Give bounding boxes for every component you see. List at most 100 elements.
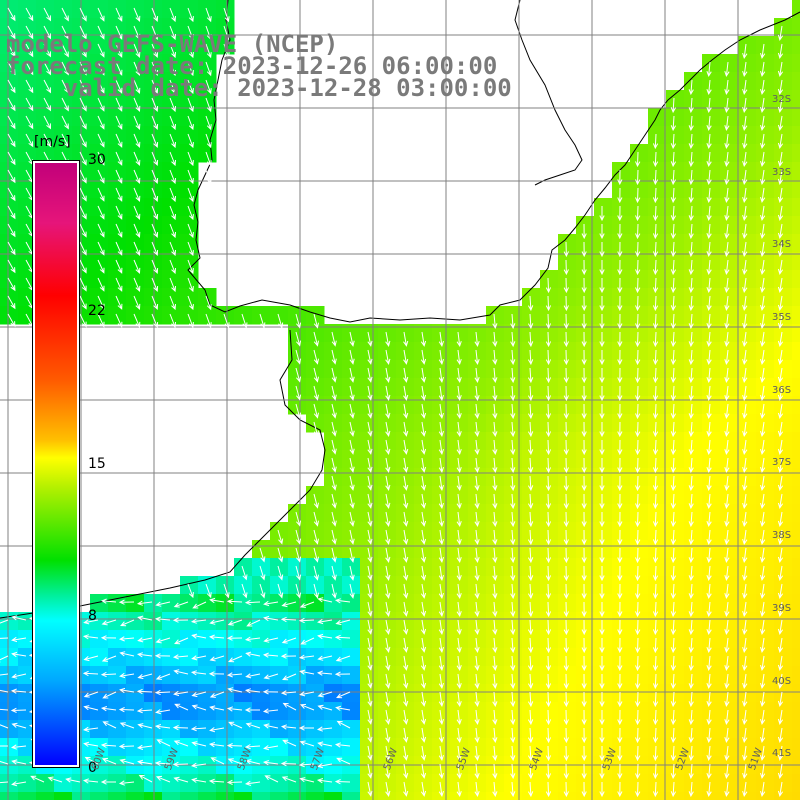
wind-arrow xyxy=(760,565,766,582)
wind-arrow xyxy=(61,115,69,130)
wind-speed-cell xyxy=(630,414,649,433)
wind-arrow xyxy=(688,313,694,330)
wind-arrow xyxy=(25,115,34,130)
wind-arrow xyxy=(205,7,212,23)
wind-arrow xyxy=(0,637,9,639)
wind-speed-cell xyxy=(162,180,181,199)
wind-arrow xyxy=(527,763,534,780)
wind-arrow xyxy=(635,727,641,744)
wind-speed-cell xyxy=(630,180,649,199)
wind-speed-cell xyxy=(666,108,685,127)
wind-speed-cell xyxy=(774,594,793,613)
wind-arrow xyxy=(706,439,712,456)
wind-speed-cell xyxy=(648,504,667,523)
wind-arrow xyxy=(742,475,748,492)
wind-arrow xyxy=(652,673,659,690)
wind-arrow xyxy=(277,565,284,581)
wind-speed-cell xyxy=(666,612,685,631)
wind-speed-cell xyxy=(738,540,757,559)
wind-speed-cell xyxy=(684,162,703,181)
wind-arrow xyxy=(209,597,225,604)
wind-arrow xyxy=(688,97,694,114)
wind-speed-cell xyxy=(594,486,613,505)
wind-speed-cell xyxy=(720,54,739,73)
wind-arrow xyxy=(670,781,677,798)
wind-speed-cell xyxy=(144,792,163,800)
wind-arrow xyxy=(223,43,230,59)
wind-speed-cell xyxy=(468,630,487,649)
wind-speed-cell xyxy=(558,720,577,739)
wind-arrow xyxy=(205,313,212,329)
wind-speed-cell xyxy=(342,738,361,757)
wind-speed-cell xyxy=(792,432,800,451)
wind-arrow xyxy=(599,476,605,492)
wind-arrow xyxy=(133,115,141,130)
wind-arrow xyxy=(563,583,569,600)
wind-speed-cell xyxy=(0,738,19,757)
wind-speed-cell xyxy=(684,576,703,595)
wind-speed-cell xyxy=(594,378,613,397)
wind-speed-cell xyxy=(450,342,469,361)
wind-speed-cell xyxy=(270,702,289,721)
wind-arrow xyxy=(652,511,659,528)
wind-arrow xyxy=(617,205,623,222)
wind-speed-cell xyxy=(540,792,559,800)
wind-arrow xyxy=(208,634,225,640)
wind-arrow xyxy=(492,385,498,402)
wind-speed-cell xyxy=(108,666,127,685)
wind-arrow xyxy=(742,187,748,204)
wind-speed-cell xyxy=(594,234,613,253)
wind-speed-cell xyxy=(324,792,343,800)
wind-arrow xyxy=(724,133,730,150)
wind-arrow xyxy=(760,259,766,276)
wind-arrow xyxy=(25,133,34,148)
wind-arrow xyxy=(403,619,409,635)
wind-arrow xyxy=(617,385,623,402)
wind-arrow xyxy=(760,655,766,672)
wind-arrow xyxy=(334,671,351,677)
wind-arrow xyxy=(281,776,297,783)
wind-arrow xyxy=(334,779,351,785)
wind-speed-cell xyxy=(522,612,541,631)
wind-arrow xyxy=(545,457,552,474)
wind-speed-cell xyxy=(666,774,685,793)
wind-speed-cell xyxy=(378,702,397,721)
wind-speed-cell xyxy=(306,648,325,667)
wind-arrow xyxy=(187,277,194,293)
wind-speed-cell xyxy=(702,468,721,487)
wind-arrow xyxy=(742,493,748,510)
wind-arrow xyxy=(670,331,677,348)
wind-speed-cell xyxy=(162,18,181,37)
wind-speed-cell xyxy=(450,576,469,595)
wind-speed-cell xyxy=(288,594,307,613)
wind-speed-cell xyxy=(792,270,800,289)
wind-arrow xyxy=(385,655,391,671)
wind-speed-cell xyxy=(720,666,739,685)
wind-speed-cell xyxy=(720,306,739,325)
wind-arrow xyxy=(742,79,748,96)
wind-arrow xyxy=(100,742,117,748)
wind-speed-cell xyxy=(684,306,703,325)
wind-speed-cell xyxy=(144,738,163,757)
wind-speed-cell xyxy=(612,486,631,505)
wind-arrow xyxy=(742,295,748,312)
wind-speed-cell xyxy=(342,432,361,451)
wind-speed-cell xyxy=(324,612,343,631)
wind-arrow xyxy=(277,313,284,329)
wind-speed-cell xyxy=(252,540,271,559)
wind-speed-cell xyxy=(414,666,433,685)
wind-speed-cell xyxy=(774,108,793,127)
wind-arrow xyxy=(43,133,52,148)
wind-speed-cell xyxy=(504,648,523,667)
wind-arrow xyxy=(262,689,279,695)
wind-speed-cell xyxy=(396,324,415,343)
wind-speed-cell xyxy=(414,360,433,379)
wind-speed-cell xyxy=(720,792,739,800)
wind-speed-cell xyxy=(90,594,109,613)
wind-speed-cell xyxy=(162,126,181,145)
wind-speed-cell xyxy=(90,72,109,91)
wind-arrow xyxy=(403,565,409,581)
wind-speed-cell xyxy=(108,180,127,199)
wind-speed-cell xyxy=(450,630,469,649)
wind-speed-cell xyxy=(90,144,109,163)
